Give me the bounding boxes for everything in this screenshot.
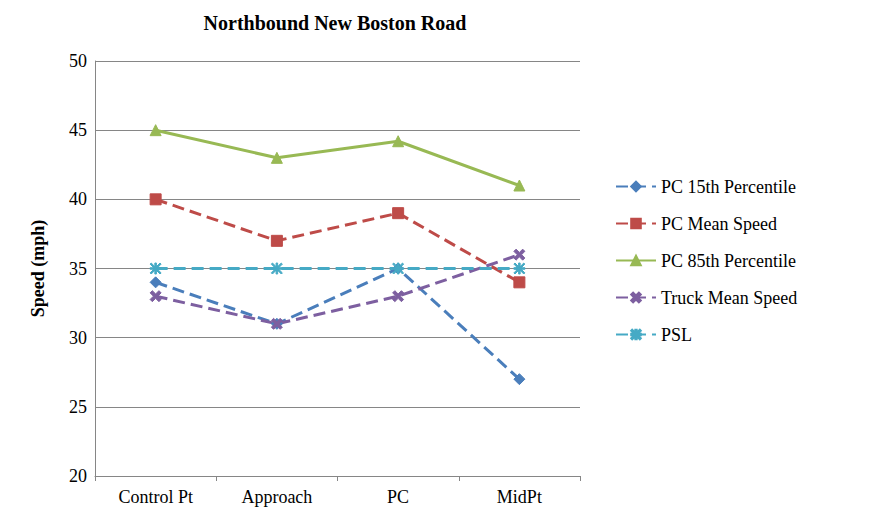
svg-text:PC 85th Percentile: PC 85th Percentile	[661, 251, 796, 271]
svg-text:PSL: PSL	[661, 325, 692, 345]
svg-text:25: 25	[69, 397, 87, 417]
svg-text:PC Mean Speed: PC Mean Speed	[661, 214, 777, 234]
svg-text:Control Pt: Control Pt	[118, 487, 193, 507]
svg-text:Approach: Approach	[241, 487, 312, 507]
svg-text:45: 45	[69, 120, 87, 140]
svg-text:35: 35	[69, 259, 87, 279]
svg-text:20: 20	[69, 466, 87, 486]
svg-text:40: 40	[69, 189, 87, 209]
svg-text:30: 30	[69, 328, 87, 348]
svg-text:PC 15th Percentile: PC 15th Percentile	[661, 177, 796, 197]
svg-text:Northbound New Boston Road: Northbound New Boston Road	[204, 12, 467, 34]
svg-text:50: 50	[69, 51, 87, 71]
svg-text:MidPt: MidPt	[497, 487, 542, 507]
svg-text:Truck Mean Speed: Truck Mean Speed	[661, 288, 797, 308]
svg-text:PC: PC	[387, 487, 409, 507]
svg-text:Speed (mph): Speed (mph)	[28, 220, 49, 318]
